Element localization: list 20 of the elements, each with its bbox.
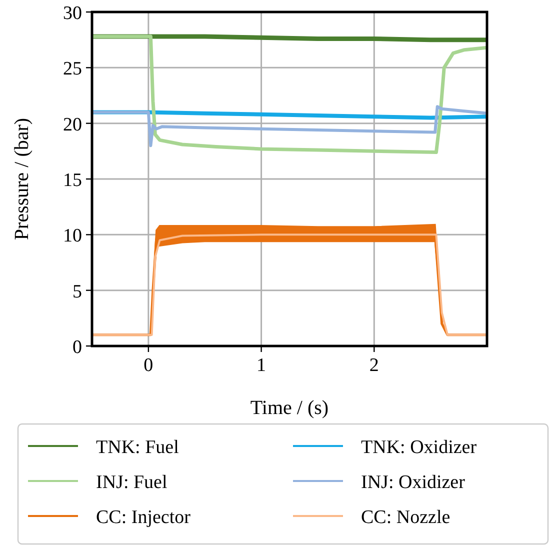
x-tick-label: 0 bbox=[144, 355, 154, 376]
legend-label: TNK: Fuel bbox=[96, 437, 179, 458]
x-tick-label: 2 bbox=[369, 355, 379, 376]
y-tick-label: 5 bbox=[72, 281, 82, 302]
y-tick-label: 20 bbox=[63, 114, 82, 136]
legend-label: INJ: Oxidizer bbox=[361, 472, 466, 493]
legend-label: CC: Nozzle bbox=[361, 507, 450, 528]
legend-label: INJ: Fuel bbox=[96, 472, 168, 493]
x-axis-title: Time / (s) bbox=[250, 397, 329, 419]
y-tick-label: 15 bbox=[63, 170, 82, 191]
y-tick-label: 25 bbox=[63, 58, 82, 80]
y-tick-label: 30 bbox=[63, 3, 82, 24]
y-tick-label: 0 bbox=[72, 337, 82, 358]
line-series bbox=[92, 105, 487, 148]
legend-label: TNK: Oxidizer bbox=[361, 437, 478, 458]
y-axis-title: Pressure / (bar) bbox=[11, 118, 33, 240]
x-tick-label: 1 bbox=[256, 355, 266, 376]
legend-label: CC: Injector bbox=[96, 507, 192, 528]
line-series bbox=[92, 34, 487, 154]
y-tick-label: 10 bbox=[63, 226, 82, 247]
